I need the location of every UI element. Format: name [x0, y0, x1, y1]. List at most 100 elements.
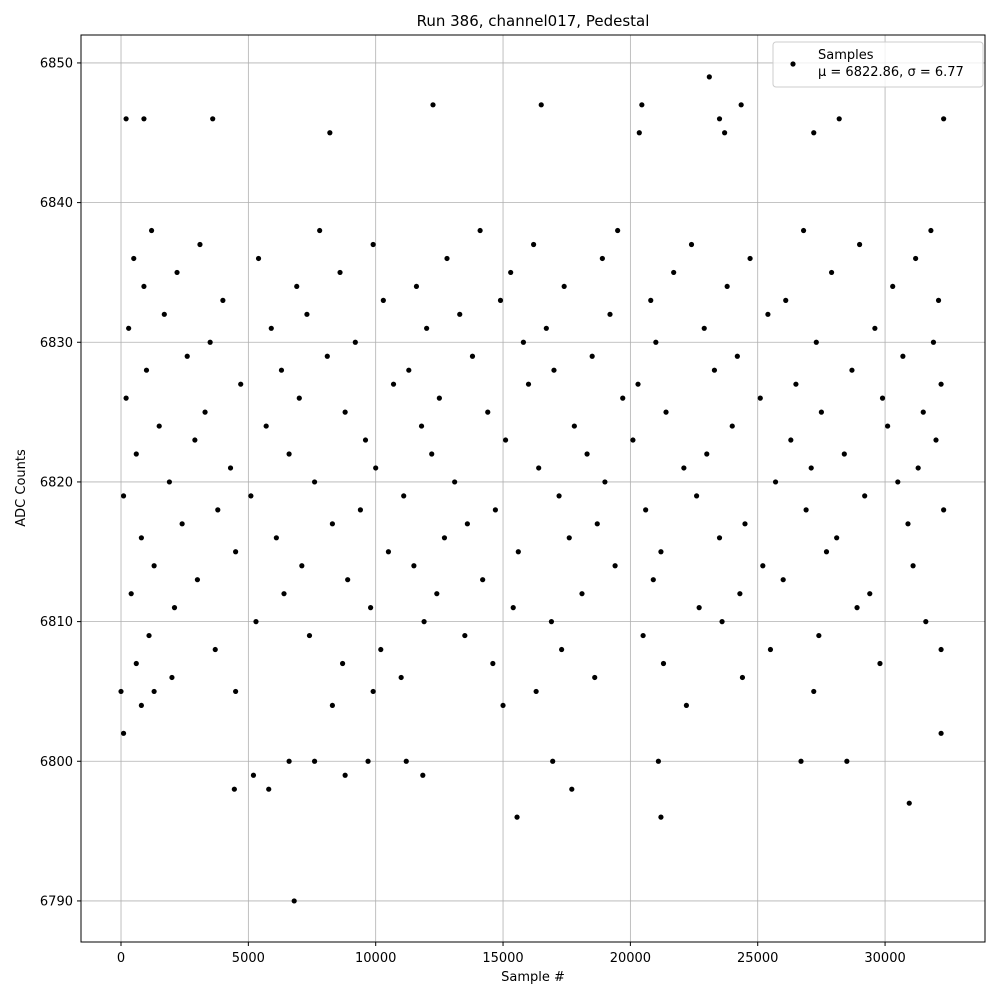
point: [250, 772, 257, 778]
point: [368, 605, 374, 611]
point: [500, 702, 506, 709]
point: [525, 381, 532, 387]
point: [238, 381, 244, 387]
point: [141, 283, 147, 290]
point: [655, 758, 661, 764]
point: [923, 619, 929, 625]
point: [798, 758, 804, 764]
point: [701, 325, 707, 331]
legend: Samples μ = 6822.86, σ = 6.77: [772, 41, 984, 88]
y-tick-label: 6830: [40, 336, 73, 351]
point: [760, 563, 766, 569]
point: [329, 702, 335, 709]
point: [502, 437, 509, 443]
point: [836, 116, 842, 122]
point: [879, 395, 886, 401]
point: [411, 563, 417, 569]
point: [783, 297, 789, 303]
point: [436, 395, 442, 401]
point: [612, 563, 618, 569]
point: [569, 786, 575, 792]
point: [935, 297, 942, 303]
point: [207, 339, 213, 345]
point: [430, 102, 436, 108]
point: [179, 521, 185, 527]
point: [566, 535, 572, 541]
y-tick-label: 6820: [40, 475, 73, 490]
point: [133, 660, 139, 667]
point: [342, 772, 348, 778]
point: [169, 674, 175, 681]
point: [910, 563, 916, 569]
point: [808, 465, 814, 471]
point: [166, 479, 173, 485]
point: [184, 353, 190, 359]
point: [640, 632, 646, 639]
y-tick-label: 6810: [40, 615, 73, 630]
point: [156, 423, 162, 429]
point: [663, 409, 669, 415]
point: [123, 395, 129, 401]
point: [324, 353, 330, 359]
point: [131, 255, 137, 262]
x-axis-label: Sample #: [501, 970, 565, 985]
point: [515, 549, 521, 555]
point: [772, 479, 779, 485]
point: [120, 730, 127, 736]
point: [151, 563, 157, 569]
point: [357, 507, 364, 513]
point: [630, 437, 636, 443]
point: [681, 465, 687, 471]
point: [816, 632, 822, 639]
point: [722, 130, 728, 136]
point: [548, 619, 555, 625]
point: [856, 241, 863, 248]
point: [767, 646, 774, 653]
point: [337, 269, 343, 276]
point: [143, 367, 150, 373]
point: [653, 339, 659, 345]
point: [556, 493, 562, 499]
point: [658, 549, 664, 555]
point: [895, 479, 901, 485]
point: [146, 632, 152, 639]
point: [823, 549, 830, 555]
point: [497, 297, 504, 303]
point: [342, 409, 348, 415]
point: [688, 241, 695, 248]
point: [161, 311, 167, 317]
point: [793, 381, 799, 387]
point: [490, 660, 496, 667]
point: [304, 311, 310, 317]
y-tick-label: 6800: [40, 755, 73, 770]
x-tick-label: 20000: [610, 951, 651, 966]
point: [571, 423, 577, 429]
point: [683, 702, 690, 709]
point: [834, 535, 840, 541]
point: [444, 255, 450, 262]
point: [589, 353, 595, 359]
point: [403, 758, 409, 764]
point: [148, 227, 155, 234]
point: [197, 241, 203, 248]
point: [138, 535, 144, 541]
point: [885, 423, 891, 429]
point: [671, 269, 677, 276]
point: [928, 227, 934, 234]
legend-annotation: μ = 6822.86, σ = 6.77: [818, 65, 964, 80]
point: [194, 577, 201, 583]
point: [352, 339, 358, 345]
chart-title: Run 386, channel017, Pedestal: [417, 12, 650, 30]
point: [890, 283, 896, 290]
point: [514, 814, 520, 820]
point: [231, 786, 237, 792]
point: [365, 758, 371, 764]
point: [329, 521, 335, 527]
legend-label: Samples: [818, 48, 874, 63]
point: [462, 632, 468, 639]
point: [551, 367, 557, 373]
point: [716, 535, 723, 541]
point: [380, 297, 386, 303]
